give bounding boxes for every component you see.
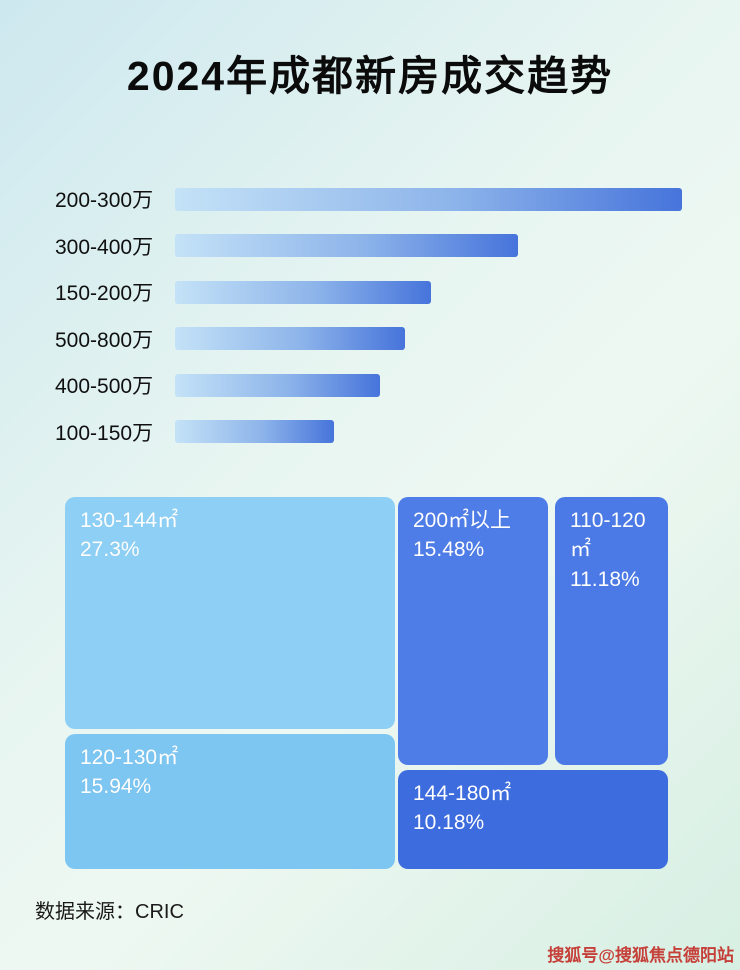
block-value: 15.48%: [413, 538, 485, 562]
treemap-block-144-180: 144-180㎡ 10.18%: [398, 770, 668, 869]
bar-track: [175, 187, 687, 211]
block-label: 200㎡以上: [413, 509, 512, 532]
bar-track: [175, 373, 687, 397]
bar-200-300: [175, 187, 682, 211]
block-value: 27.3%: [80, 538, 140, 562]
block-value: 15.94%: [80, 775, 152, 799]
bar-400-500: [175, 373, 380, 397]
bar-300-400: [175, 234, 519, 258]
bar-track: [175, 234, 687, 258]
bar-category-label: 400-500万: [55, 375, 154, 399]
bar-row: 100-150万: [55, 409, 687, 456]
page-title: 2024年成都新房成交趋势: [126, 53, 614, 99]
bar-category-label: 500-800万: [55, 328, 154, 352]
bar-row: 300-400万: [55, 223, 687, 270]
bar-category-label: 300-400万: [55, 235, 154, 259]
bar-track: [175, 280, 687, 304]
bar-150-200: [175, 280, 431, 304]
bar-row: 500-800万: [55, 316, 687, 363]
bar-100-150: [175, 420, 334, 444]
bar-category-label: 200-300万: [55, 189, 154, 213]
area-segment-treemap: 130-144㎡ 27.3% 200㎡以上 15.48% 110-120㎡ 11…: [65, 497, 668, 869]
bar-category-label: 100-150万: [55, 421, 154, 445]
bar-500-800: [175, 327, 406, 351]
block-label: 130-144㎡: [80, 509, 179, 532]
bar-track: [175, 420, 687, 444]
bar-track: [175, 327, 687, 351]
bar-row: 150-200万: [55, 269, 687, 316]
block-value: 10.18%: [413, 811, 485, 835]
bar-row: 200-300万: [55, 176, 687, 223]
price-range-bar-chart: 200-300万 300-400万 150-200万 500-800万 400-…: [55, 176, 687, 455]
bar-row: 400-500万: [55, 362, 687, 409]
treemap-block-130-144: 130-144㎡ 27.3%: [65, 497, 395, 729]
treemap-block-120-130: 120-130㎡ 15.94%: [65, 734, 395, 869]
block-value: 11.18%: [570, 567, 640, 591]
bar-category-label: 150-200万: [55, 282, 154, 306]
treemap-block-110-120: 110-120㎡ 11.18%: [555, 497, 668, 765]
treemap-block-200-plus: 200㎡以上 15.48%: [398, 497, 548, 765]
block-label: 144-180㎡: [413, 782, 512, 805]
block-label: 110-120㎡: [570, 509, 646, 562]
block-label: 120-130㎡: [80, 746, 179, 769]
data-source-label: 数据来源：CRIC: [35, 901, 184, 923]
watermark-text: 搜狐号@搜狐焦点德阳站: [547, 946, 734, 965]
